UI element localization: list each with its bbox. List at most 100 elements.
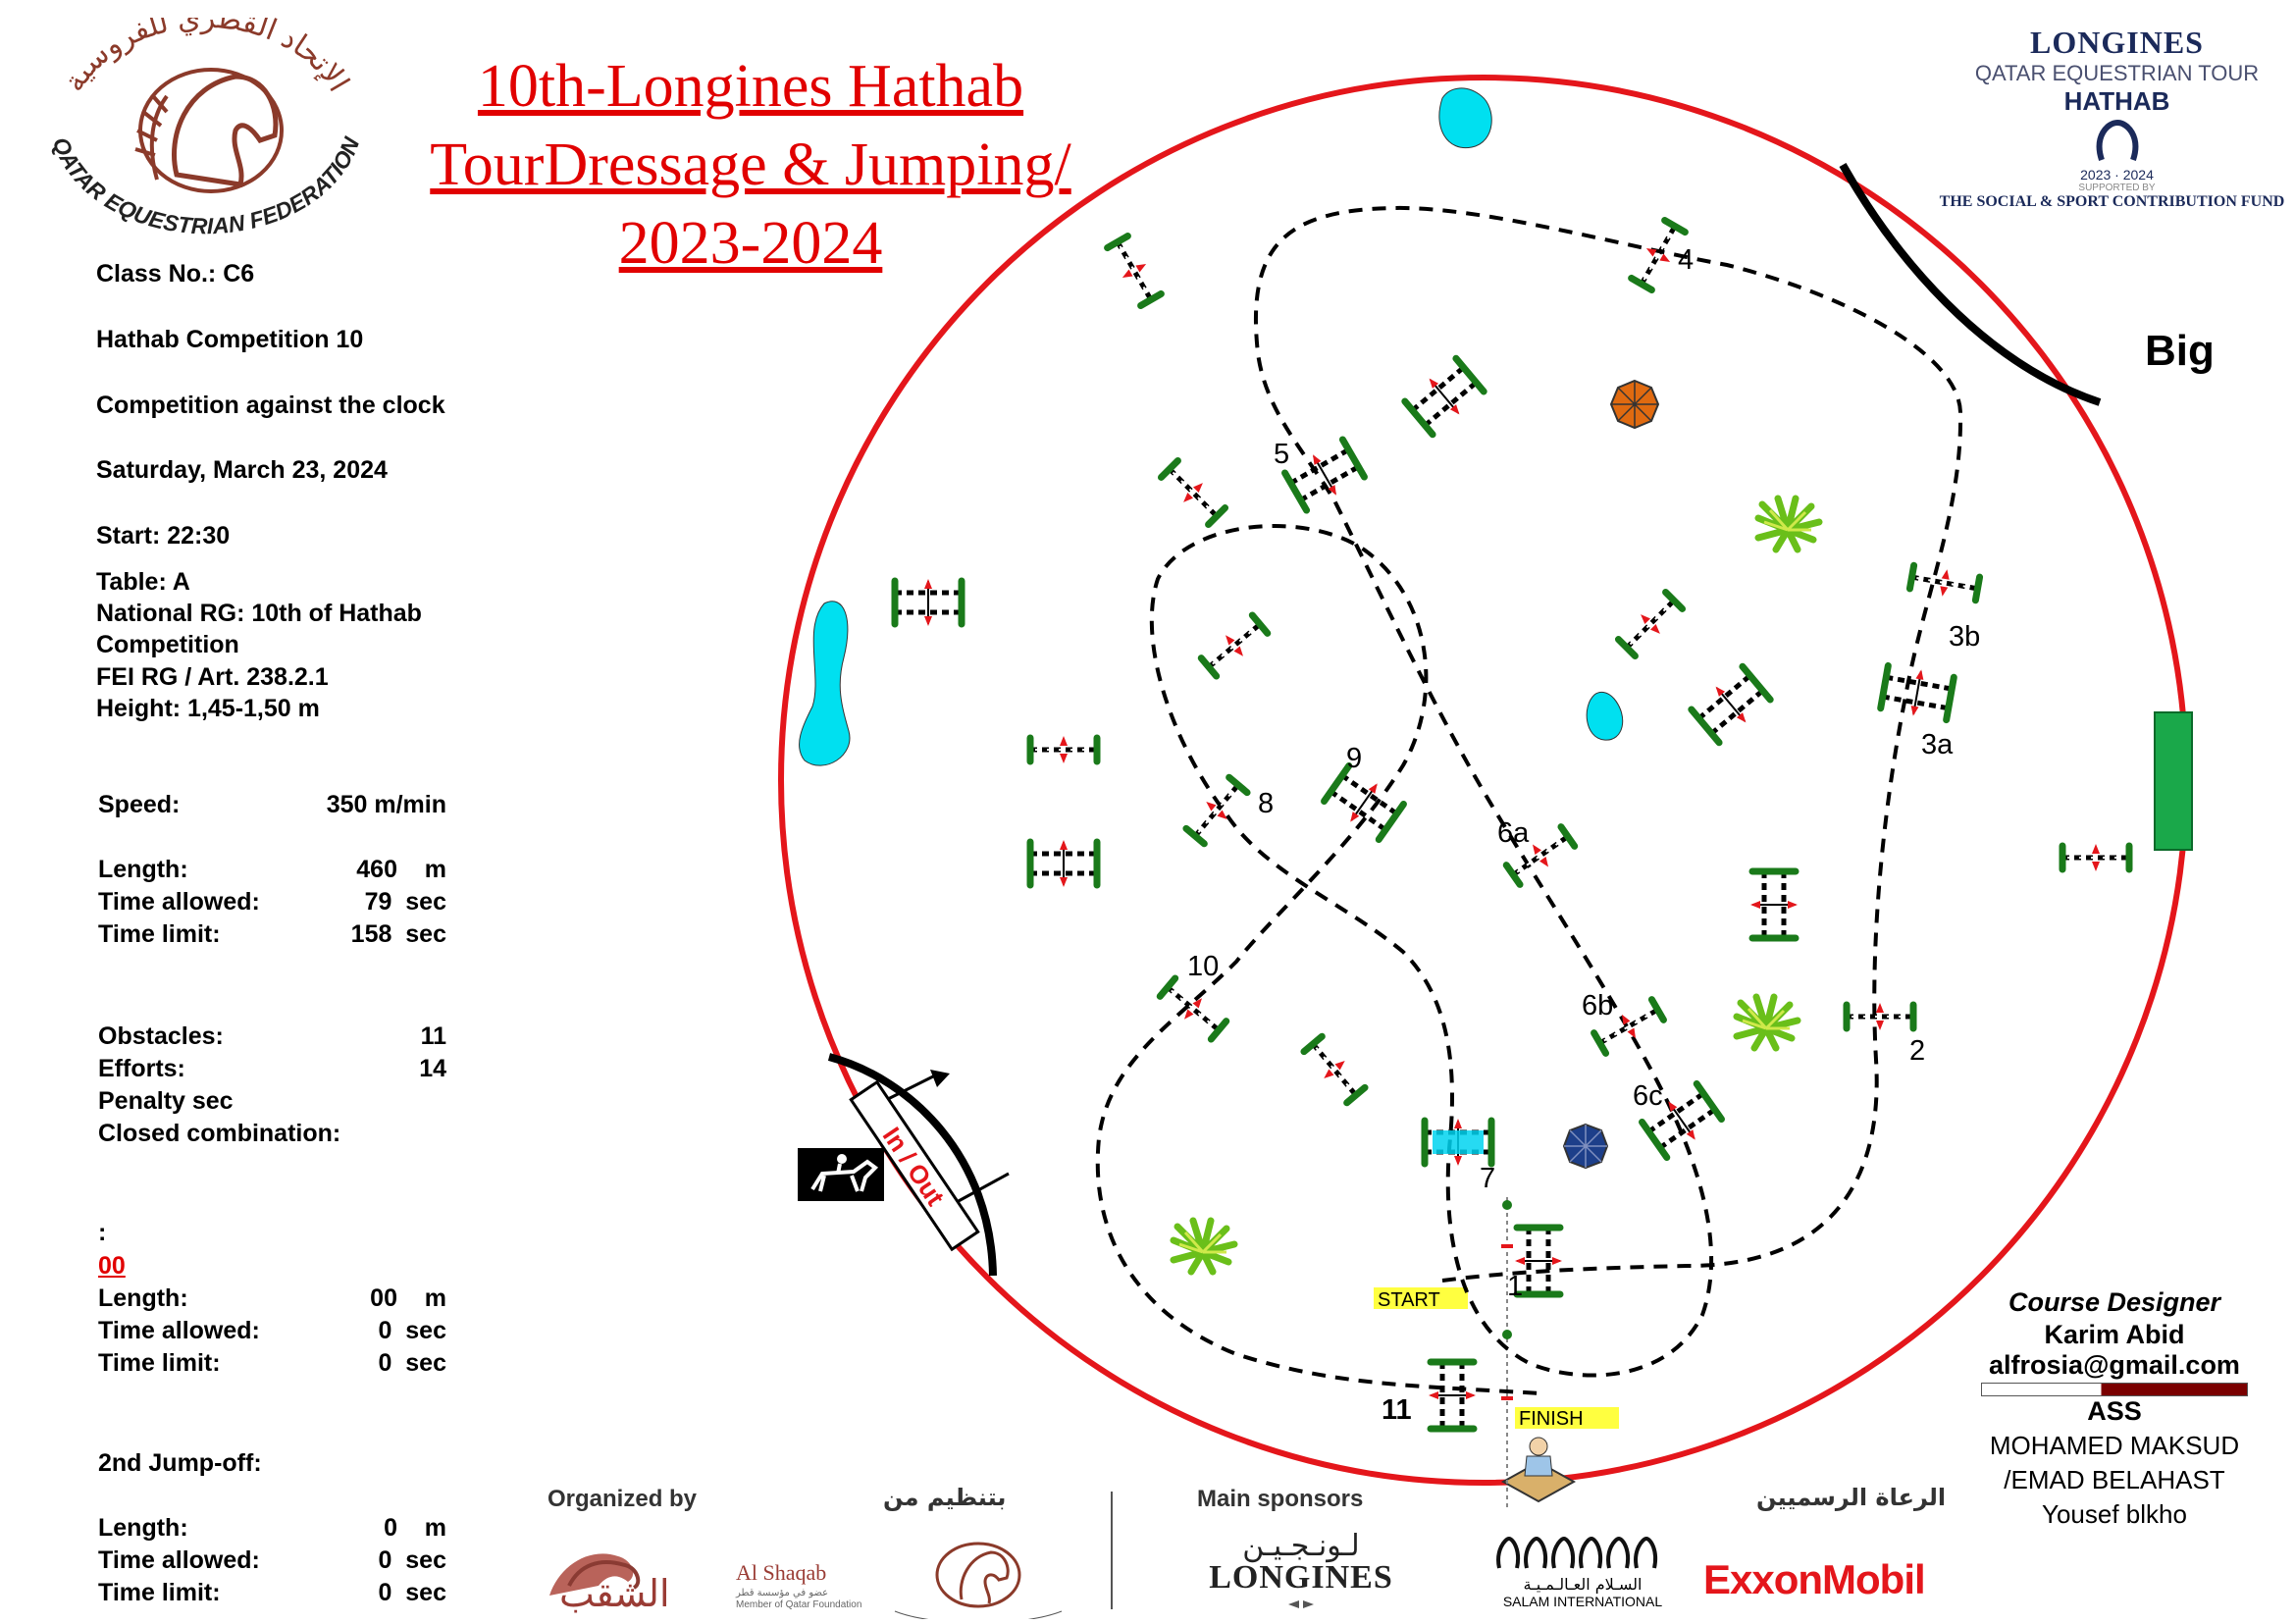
- main-sponsors-arabic: الرعاة الرسميين: [1756, 1484, 1947, 1511]
- course-route: [1095, 205, 1963, 1395]
- spare-jump[interactable]: [1160, 459, 1226, 526]
- obstacle-label-2: 2: [1909, 1035, 1925, 1067]
- jumpoff-1-time-allowed-value: 0 sec: [378, 1317, 446, 1344]
- course-designer-heading: Course Designer: [2008, 1287, 2221, 1317]
- jumpoff-1-time-limit-value: 0 sec: [378, 1349, 446, 1377]
- salam-logo: السـلام العـالـمـيـة SALAM INTERNATIONAL: [1480, 1533, 1686, 1621]
- jumpoff-1-time-allowed-label: Time allowed:: [98, 1317, 260, 1344]
- course-designer-name: Karim Abid: [2044, 1320, 2185, 1349]
- assistant-1: MOHAMED MAKSUD: [1989, 1431, 2240, 1460]
- closed-combination-label: Closed combination:: [98, 1120, 341, 1147]
- course-designer: Course Designer Karim Abid alfrosia@gmai…: [1953, 1287, 2276, 1543]
- obstacle-2[interactable]: [1847, 1003, 1913, 1030]
- water-pond-left: [799, 601, 851, 766]
- jumpoff-2-time-limit-label: Time limit:: [98, 1579, 221, 1606]
- class-number: Class No.: C6: [96, 260, 255, 288]
- obstacle-11[interactable]: [1429, 1362, 1476, 1429]
- salam-emblem-icon: [1496, 1536, 1657, 1569]
- height-rule: Height: 1,45-1,50 m: [96, 695, 320, 722]
- spare-jump[interactable]: [1030, 840, 1097, 887]
- time-allowed-label: Time allowed:: [98, 888, 260, 916]
- alshaqab-sub-arabic: عضو في مؤسسة قطر: [736, 1588, 829, 1598]
- entrance-arrow-up: [887, 1073, 938, 1101]
- obstacle-3a[interactable]: [1880, 663, 1954, 721]
- exxonmobil-logo: ExxonMobil: [1703, 1556, 1926, 1602]
- tour-logo-qatar: QATAR EQUESTRIAN TOUR: [1974, 61, 2260, 85]
- horse-rider-icon: [798, 1148, 884, 1201]
- assistant-2: /EMAD BELAHAST: [2004, 1465, 2225, 1494]
- efforts-value: 14: [419, 1055, 446, 1082]
- table-rule: Table: A: [96, 568, 190, 596]
- obstacle-label-3b: 3b: [1949, 621, 1980, 653]
- alshaqab-member: Member of Qatar Foundation: [736, 1599, 862, 1610]
- start-label: START: [1378, 1289, 1440, 1311]
- plant-icon: [1737, 997, 1798, 1048]
- spare-jump[interactable]: [895, 579, 962, 626]
- obstacle-3b[interactable]: [1909, 563, 1980, 602]
- obstacle-label-1: 1: [1507, 1271, 1523, 1302]
- competition-name: Hathab Competition 10: [96, 326, 364, 353]
- efforts-label: Efforts:: [98, 1055, 185, 1082]
- time-limit-label: Time limit:: [98, 920, 221, 948]
- big-label: Big: [2145, 327, 2215, 375]
- longines-name: LONGINES: [1209, 1559, 1393, 1596]
- main-sponsors-label: Main sponsors: [1197, 1486, 1364, 1512]
- spare-jump[interactable]: [1691, 665, 1772, 744]
- obstacle-10[interactable]: [1159, 976, 1227, 1040]
- title-line-2: TourDressage & Jumping/: [430, 131, 1071, 198]
- competition-date: Saturday, March 23, 2024: [96, 456, 388, 484]
- fei-rule: FEI RG / Art. 238.2.1: [96, 663, 329, 691]
- time-allowed-value: 79 sec: [364, 888, 446, 916]
- longines-logo: لـونـجـيـن LONGINES: [1193, 1529, 1409, 1617]
- alshaqab-arabic: الشقب: [559, 1572, 670, 1615]
- salam-name: SALAM INTERNATIONAL: [1502, 1594, 1663, 1609]
- spare-jump[interactable]: [1617, 591, 1684, 657]
- round-info: Speed: 350 m/min Length: 460 m Time allo…: [98, 791, 461, 1147]
- tour-logo-hathab: HATHAB: [2063, 86, 2170, 116]
- spare-jump[interactable]: [1750, 871, 1798, 938]
- salam-arabic: السـلام العـالـمـيـة: [1523, 1575, 1643, 1594]
- penalty-label: Penalty sec: [98, 1087, 234, 1115]
- obstacles-value: 11: [420, 1022, 446, 1050]
- spare-jump[interactable]: [2062, 844, 2129, 871]
- spare-jump[interactable]: [1106, 236, 1163, 307]
- speed-value: 350 m/min: [326, 791, 446, 818]
- water-pond-center: [1586, 691, 1624, 741]
- obstacle-8[interactable]: [1184, 776, 1248, 845]
- obstacle-label-7: 7: [1480, 1163, 1495, 1194]
- jumpoff-2-time-allowed-value: 0 sec: [378, 1546, 446, 1574]
- length-value: 460 m: [356, 856, 446, 883]
- plant-icon: [1174, 1221, 1234, 1272]
- jumpoff-2-heading: 2nd Jump-off:: [98, 1449, 262, 1477]
- assistant-heading: ASS: [2087, 1396, 2142, 1426]
- obstacle-9[interactable]: [1323, 764, 1404, 841]
- tour-logo: LONGINES QATAR EQUESTRIAN TOUR HATHAB 20…: [1940, 25, 2291, 231]
- jumpoff-1-info: : 00 Length: 00 m Time allowed: 0 sec Ti…: [98, 1219, 461, 1386]
- obstacles-label: Obstacles:: [98, 1022, 224, 1050]
- length-label: Length:: [98, 856, 188, 883]
- obstacle-5[interactable]: [1284, 438, 1366, 512]
- jumpoff-2-length-value: 0 m: [384, 1514, 446, 1542]
- jumpoff-1-length-value: 00 m: [370, 1284, 446, 1312]
- tour-logo-fund: THE SOCIAL & SPORT CONTRIBUTION FUND: [1939, 193, 2285, 210]
- longines-wings-icon: [1288, 1600, 1314, 1608]
- tour-logo-longines: LONGINES: [2030, 25, 2204, 60]
- judge-booth-icon: [1500, 1437, 1577, 1503]
- entrance-arrowhead-icon: [930, 1070, 950, 1087]
- title-line-3: 2023-2024: [618, 210, 883, 277]
- green-panel: [2154, 711, 2193, 851]
- spare-jump[interactable]: [1200, 613, 1269, 677]
- spare-jump[interactable]: [1302, 1035, 1366, 1104]
- water-tray-7: [1433, 1130, 1484, 1154]
- jumpoff-2-time-limit-value: 0 sec: [378, 1579, 446, 1606]
- jumpoff-2-info: 2nd Jump-off: Length: 0 m Time allowed: …: [98, 1449, 461, 1621]
- obstacle-label-6a: 6a: [1497, 817, 1530, 849]
- obstacle-label-10: 10: [1187, 951, 1219, 982]
- jumpoff-2-length-label: Length:: [98, 1514, 188, 1542]
- national-rule-1: National RG: 10th of Hathab: [96, 600, 422, 627]
- spare-jump[interactable]: [1404, 357, 1486, 436]
- obstacle-label-9: 9: [1346, 743, 1362, 774]
- spare-jump[interactable]: [1030, 736, 1097, 763]
- obstacle-label-8: 8: [1258, 788, 1274, 819]
- entrance-gate: [827, 1053, 997, 1277]
